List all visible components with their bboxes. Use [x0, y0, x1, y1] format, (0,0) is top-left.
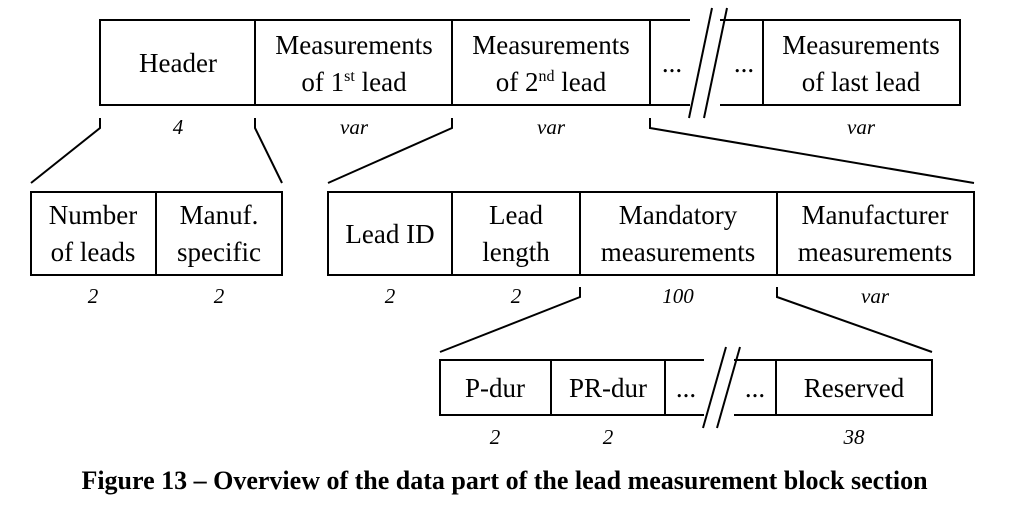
size-pr-dur: 2: [603, 425, 614, 449]
mandatory-detail-frame: [439, 359, 933, 416]
top-ellipsis-right: ...: [734, 48, 754, 78]
lead2-cell-line2: of 2nd lead: [496, 67, 607, 97]
lead-detail-frame: [327, 191, 975, 276]
number-of-leads-line2: of leads: [51, 237, 136, 267]
size-lead1: var: [340, 115, 369, 139]
mandatory-detail-row: P-dur PR-dur ... ... Reserved 2 2 38: [439, 346, 933, 449]
size-lead-id: 2: [385, 284, 396, 308]
size-mandatory: 100: [662, 284, 694, 308]
mandatory-line2: measurements: [601, 237, 755, 267]
last-lead-cell-line1: Measurements: [782, 30, 939, 60]
header-cell: Header: [139, 48, 217, 78]
size-number-of-leads: 2: [88, 284, 99, 308]
manuf-specific-line1: Manuf.: [180, 200, 259, 230]
top-ellipsis-left: ...: [662, 48, 682, 78]
expansion-lines-mandatory: [439, 287, 933, 353]
lead-length-line2: length: [482, 237, 550, 267]
lead-detail-row: Lead ID Lead length Mandatory measuremen…: [327, 191, 975, 308]
mandatory-ellipsis-left: ...: [676, 373, 696, 403]
last-lead-cell-line2: of last lead: [802, 67, 921, 97]
pr-dur-cell: PR-dur: [569, 373, 647, 403]
mandatory-line1: Mandatory: [619, 200, 738, 230]
number-of-leads-line1: Number: [49, 200, 137, 230]
top-row-frame: [99, 19, 961, 106]
lead-length-line1: Lead: [489, 200, 543, 230]
size-manuf-specific: 2: [214, 284, 225, 308]
expansion-lines-top: [30, 118, 975, 184]
lead1-cell-line2: of 1st lead: [301, 67, 407, 97]
p-dur-cell: P-dur: [465, 373, 525, 403]
size-lead2: var: [537, 115, 566, 139]
header-detail-row: Number of leads Manuf. specific 2 2: [30, 191, 283, 308]
reserved-cell: Reserved: [804, 373, 905, 403]
lead2-cell-line1: Measurements: [472, 30, 629, 60]
mandatory-ellipsis-right: ...: [745, 373, 765, 403]
manufacturer-line2: measurements: [798, 237, 952, 267]
size-p-dur: 2: [490, 425, 501, 449]
size-header: 4: [173, 115, 184, 139]
size-manufacturer: var: [861, 284, 890, 308]
size-last-lead: var: [847, 115, 876, 139]
manufacturer-line1: Manufacturer: [802, 200, 949, 230]
manuf-specific-line2: specific: [177, 237, 261, 267]
lead1-cell-line1: Measurements: [275, 30, 432, 60]
figure-caption: Figure 13 – Overview of the data part of…: [81, 466, 928, 495]
size-reserved: 38: [843, 425, 866, 449]
lead-id-cell: Lead ID: [345, 219, 434, 249]
size-lead-length: 2: [511, 284, 522, 308]
top-row: Header Measurements of 1st lead Measurem…: [99, 7, 961, 139]
